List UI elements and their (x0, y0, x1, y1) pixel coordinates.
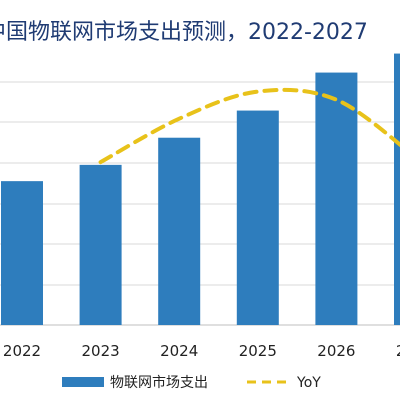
bar-2022 (1, 181, 43, 325)
x-tick-label-2026: 2026 (317, 342, 355, 360)
bar-2023 (79, 164, 122, 325)
bar-2027 (394, 53, 400, 325)
legend-label-bar: 物联网市场支出 (110, 374, 208, 391)
x-tick-label-2027: 2027 (396, 342, 400, 360)
bar-2025 (236, 110, 279, 325)
x-tick-label-2023: 2023 (82, 342, 120, 360)
legend-label-line: YoY (296, 375, 321, 391)
x-tick-label-2025: 2025 (239, 342, 277, 360)
bar-series (1, 53, 400, 325)
legend-swatch-bar (62, 377, 104, 387)
bar-2026 (315, 72, 358, 325)
x-axis-ticks: 2022 2023 2024 2025 2026 2027 (3, 342, 400, 360)
bar-2024 (158, 137, 201, 325)
x-tick-label-2022: 2022 (3, 342, 41, 360)
legend: 物联网市场支出 YoY (62, 374, 321, 391)
yoy-line (98, 87, 400, 165)
chart-title: 中国物联网市场支出预测，2022-2027 (0, 20, 368, 45)
yoy-line-series (98, 87, 400, 165)
x-tick-label-2024: 2024 (160, 342, 198, 360)
